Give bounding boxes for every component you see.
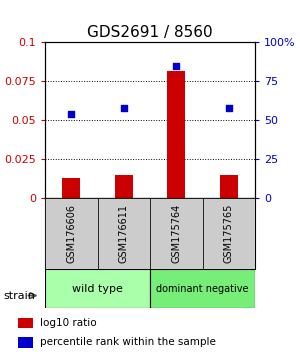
- Bar: [18, 337, 33, 348]
- Bar: [150, 269, 255, 308]
- Bar: [167, 70, 185, 198]
- Text: log10 ratio: log10 ratio: [40, 318, 97, 328]
- Point: [69, 111, 74, 117]
- Bar: [18, 318, 33, 328]
- Bar: [202, 198, 255, 269]
- Point: [122, 105, 126, 111]
- Bar: [98, 198, 150, 269]
- Bar: [45, 198, 98, 269]
- Text: GSM175765: GSM175765: [224, 204, 234, 263]
- Bar: [62, 178, 80, 198]
- Point: [174, 63, 179, 69]
- Text: GSM175764: GSM175764: [171, 204, 181, 263]
- Text: wild type: wild type: [72, 284, 123, 293]
- Bar: [45, 269, 150, 308]
- Text: dominant negative: dominant negative: [156, 284, 249, 293]
- Point: [226, 105, 231, 111]
- Text: strain: strain: [3, 291, 35, 301]
- Bar: [150, 198, 202, 269]
- Text: GSM176611: GSM176611: [119, 204, 129, 263]
- Text: GSM176606: GSM176606: [66, 204, 76, 263]
- Bar: [220, 175, 238, 198]
- Text: percentile rank within the sample: percentile rank within the sample: [40, 337, 216, 347]
- Bar: [115, 175, 133, 198]
- Title: GDS2691 / 8560: GDS2691 / 8560: [87, 25, 213, 40]
